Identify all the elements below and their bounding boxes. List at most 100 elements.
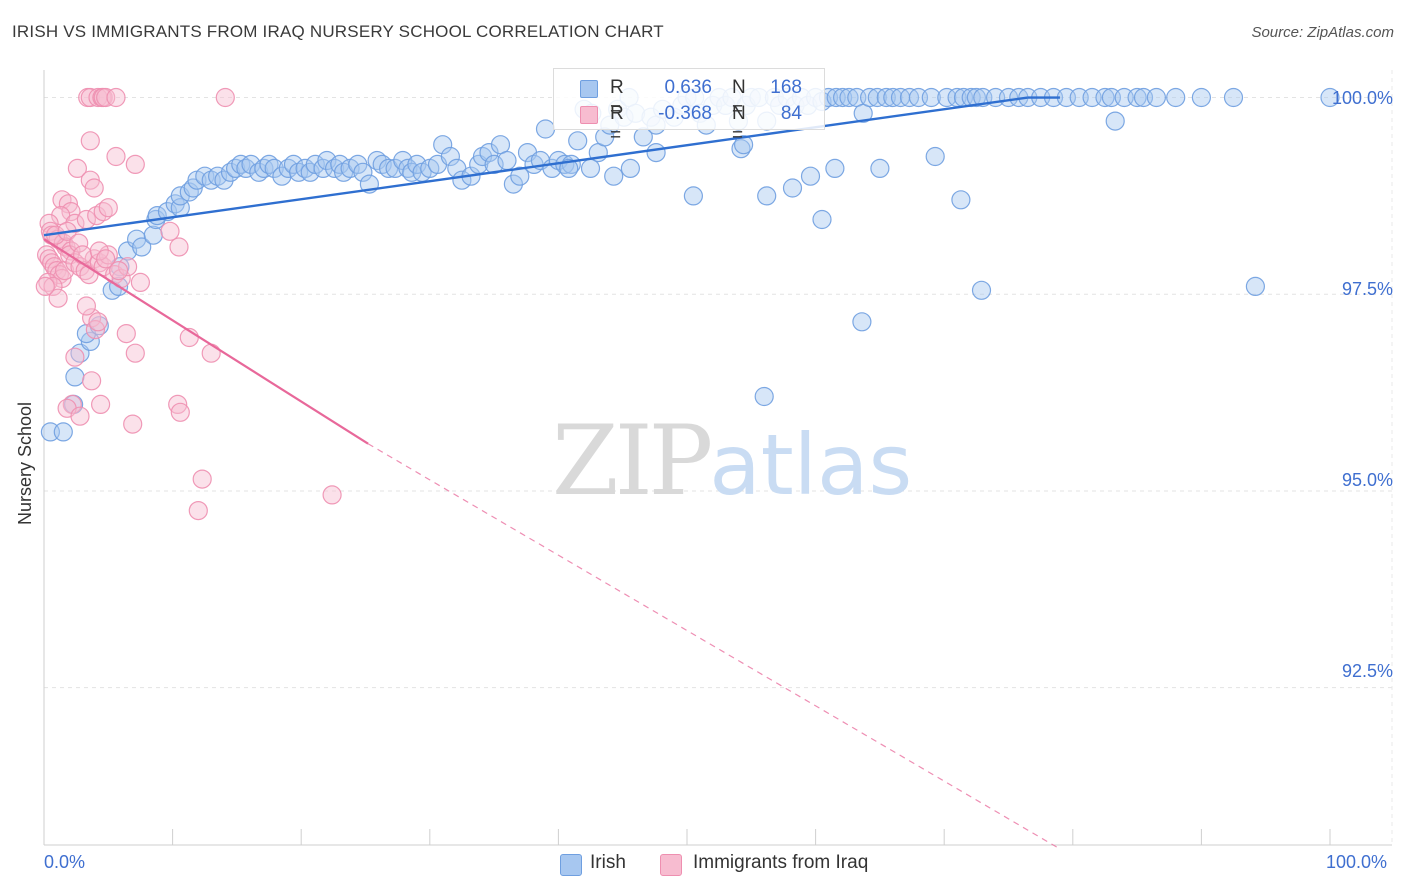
iraq-point: [43, 276, 63, 296]
iraq-series: [35, 87, 342, 521]
iraq-point: [65, 213, 85, 233]
iraq-point: [108, 261, 129, 281]
irish-point: [733, 135, 754, 155]
iraq-point: [192, 469, 212, 489]
iraq-point: [168, 394, 188, 414]
watermark-zip: ZIP: [552, 405, 713, 517]
irish-point: [214, 170, 234, 190]
irish-trend-line: [43, 96, 1028, 237]
iraq-point: [123, 414, 143, 434]
irish-point: [1105, 111, 1125, 131]
iraq-point: [130, 272, 150, 292]
iraq-point: [70, 406, 90, 426]
iraq-legend-swatch: [660, 854, 682, 876]
iraq-point: [215, 87, 235, 108]
x-tick-left: 0.0%: [44, 852, 86, 872]
irish-point: [876, 87, 896, 108]
irish-point: [433, 135, 453, 155]
axes: [43, 70, 1392, 846]
irish-point: [132, 237, 152, 257]
irish-point: [53, 422, 73, 442]
iraq-point: [188, 501, 208, 521]
irish-point: [604, 166, 624, 186]
irish-point: [757, 186, 777, 206]
irish-point: [832, 87, 853, 108]
irish-point: [143, 225, 163, 245]
legend-iraq-r: -0.368: [658, 103, 712, 124]
iraq-point: [170, 402, 190, 422]
iraq-point: [61, 202, 81, 222]
irish-point: [353, 162, 373, 182]
irish-point: [1223, 87, 1244, 108]
iraq-point: [98, 198, 118, 218]
irish-point: [839, 87, 859, 108]
iraq-point: [125, 343, 145, 363]
irish-point: [1166, 87, 1186, 108]
irish-point: [1146, 87, 1167, 108]
iraq-point: [96, 87, 116, 108]
irish-point: [852, 312, 872, 332]
irish-point: [1095, 87, 1115, 108]
iraq-point: [69, 233, 89, 253]
irish-point: [812, 209, 832, 230]
chart-title: IRISH VS IMMIGRANTS FROM IRAQ NURSERY SC…: [12, 22, 664, 41]
irish-series: [40, 87, 1340, 442]
irish-point: [535, 119, 556, 139]
y-axis-label: Nursery School: [15, 401, 35, 525]
iraq-point: [39, 213, 59, 233]
legend-r-label: R =: [610, 77, 624, 120]
irish-point: [1320, 87, 1340, 108]
gridlines: [44, 70, 1393, 845]
irish-point: [503, 174, 524, 194]
irish-point: [825, 158, 845, 178]
irish-point: [479, 143, 499, 163]
iraq-point: [67, 158, 88, 178]
legend-n-label: N =: [732, 103, 746, 146]
irish-point: [951, 190, 971, 210]
irish-point: [800, 166, 821, 186]
iraq-point: [106, 87, 126, 108]
iraq-point: [88, 312, 108, 332]
irish-point: [971, 280, 992, 300]
watermark: ZIPatlas: [552, 405, 912, 517]
irish-point: [754, 386, 774, 407]
irish-point: [966, 87, 987, 108]
source-label: Source: ZipAtlas.com: [1251, 24, 1394, 41]
iraq-point: [80, 131, 100, 151]
iraq-point: [58, 194, 79, 214]
legend-n-label: N =: [732, 77, 746, 120]
trend-lines: [43, 96, 1061, 850]
legend-irish-n: 168: [770, 77, 802, 98]
iraq-trend-line: [43, 238, 369, 445]
irish-point: [580, 158, 601, 178]
irish-point: [65, 367, 85, 387]
iraq-point: [84, 178, 104, 198]
legend-iraq-n: 84: [780, 103, 802, 124]
iraq-point: [90, 394, 111, 414]
irish-point: [859, 87, 880, 108]
iraq-swatch: [580, 106, 598, 124]
iraq-point: [48, 288, 68, 308]
irish-point: [568, 131, 588, 151]
iraq-point: [81, 371, 102, 391]
legend-irish-r: 0.636: [664, 77, 712, 98]
irish-point: [1191, 87, 1212, 108]
iraq-trend-extension: [367, 443, 1061, 850]
irish-legend-label: Irish: [590, 852, 626, 873]
iraq-point: [96, 249, 116, 269]
irish-point: [157, 202, 178, 222]
iraq-point: [125, 154, 145, 174]
iraq-point: [76, 296, 97, 316]
irish-point: [510, 166, 530, 186]
iraq-point: [89, 241, 109, 261]
y-tick-95: 95.0%: [1341, 470, 1393, 490]
iraq-point: [116, 324, 136, 344]
irish-legend-swatch: [560, 854, 582, 876]
irish-point: [921, 87, 941, 108]
irish-swatch: [580, 80, 598, 98]
y-tick-100: 100.0%: [1331, 88, 1393, 108]
iraq-point: [72, 245, 93, 265]
iraq-legend-label: Immigrants from Iraq: [693, 852, 869, 873]
irish-point: [497, 150, 517, 171]
irish-point: [683, 186, 704, 206]
